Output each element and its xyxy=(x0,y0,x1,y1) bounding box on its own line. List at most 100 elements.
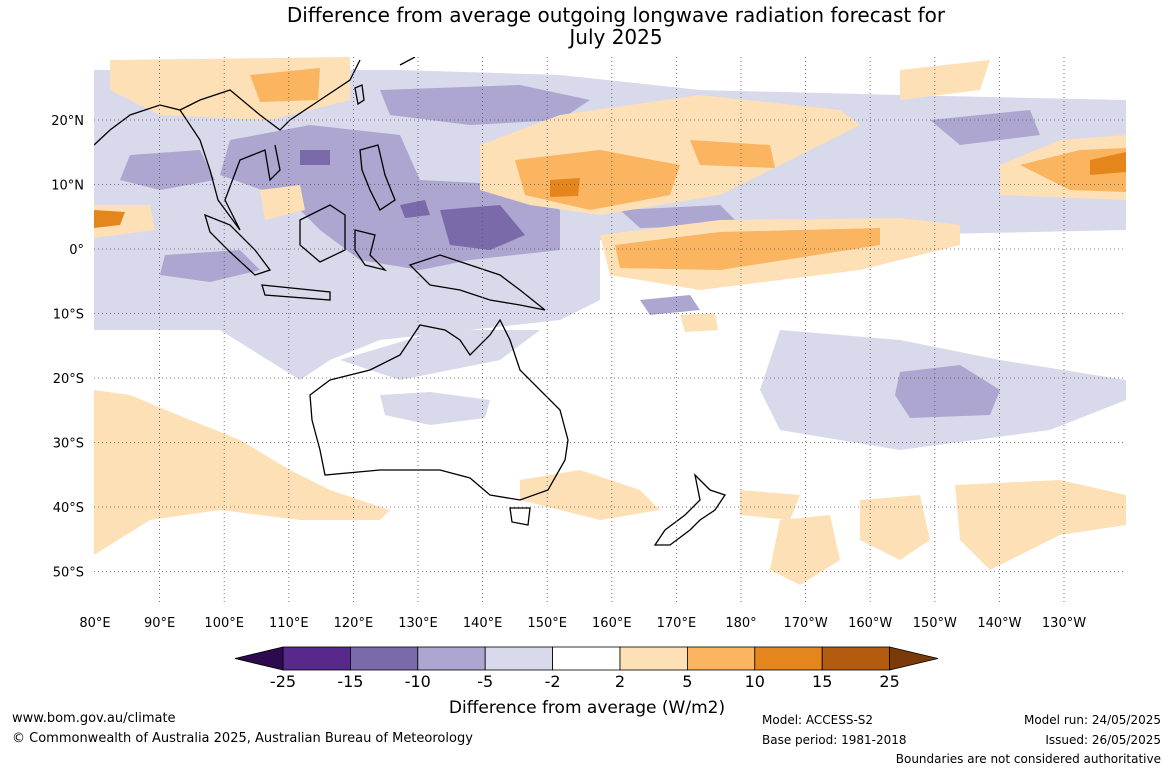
japan-coastline xyxy=(399,57,416,66)
sulawesi-coastline xyxy=(354,229,388,272)
colorbar-bin xyxy=(687,646,756,671)
lat-label: 20°N xyxy=(51,114,84,129)
lon-label: 150°W xyxy=(913,616,957,631)
lat-label: 50°S xyxy=(53,566,84,581)
anomaly-region xyxy=(94,390,390,555)
base-period: Base period: 1981-2018 xyxy=(762,733,907,747)
anomaly-region xyxy=(860,495,930,560)
anomaly-region xyxy=(640,295,700,315)
anomaly-region xyxy=(770,515,840,585)
map-title: Difference from average outgoing longwav… xyxy=(0,4,1173,48)
lon-label: 160°E xyxy=(592,616,632,631)
lon-label: 170°W xyxy=(784,616,828,631)
lat-label: 20°S xyxy=(53,372,84,387)
borneo-coastline xyxy=(299,204,346,263)
issued-date: Issued: 26/05/2025 xyxy=(1045,733,1161,747)
anomaly-region xyxy=(300,150,330,165)
anomaly-region xyxy=(615,228,880,270)
anomaly-region xyxy=(160,250,260,282)
anomaly-region xyxy=(94,210,125,228)
colorbar xyxy=(234,646,939,671)
colorbar-tick-label: 10 xyxy=(745,672,765,691)
lon-label: 100°E xyxy=(204,616,244,631)
colorbar-tick-label: 5 xyxy=(682,672,692,691)
coastlines xyxy=(94,57,727,546)
philippines-coastline xyxy=(359,144,396,211)
asia-coastline xyxy=(94,59,361,231)
lon-label: 150°E xyxy=(527,616,567,631)
colorbar-tick-label: 2 xyxy=(615,672,625,691)
anomaly-region xyxy=(380,392,490,425)
anomaly-region xyxy=(680,313,718,332)
lon-label: 140°E xyxy=(463,616,503,631)
colorbar-bin xyxy=(754,646,823,671)
lon-label: 180° xyxy=(725,616,756,631)
new-guinea-coastline xyxy=(408,254,546,311)
map-title-line1: Difference from average outgoing longwav… xyxy=(286,3,946,27)
model-name: Model: ACCESS-S2 xyxy=(762,713,874,727)
anomaly-region xyxy=(740,490,800,520)
new-zealand-coastline xyxy=(653,473,727,546)
model-run-date: Model run: 24/05/2025 xyxy=(1023,713,1161,727)
copyright-text: © Commonwealth of Australia 2025, Austra… xyxy=(12,731,473,746)
latitude-labels: 20°N 10°N 0° 10°S 20°S 30°S 40°S 50°S xyxy=(51,114,84,581)
colorbar-tick-label: -5 xyxy=(477,672,493,691)
colorbar-label: Difference from average (W/m2) xyxy=(449,698,725,718)
anomaly-region xyxy=(120,150,215,190)
anomaly-region xyxy=(690,140,775,168)
anomaly-region xyxy=(1090,152,1126,175)
colorbar-bin xyxy=(349,646,419,671)
lon-label: 140°W xyxy=(977,616,1021,631)
map-title-line2: July 2025 xyxy=(569,25,663,49)
gridlines xyxy=(94,57,1126,605)
colorbar-bin xyxy=(282,646,351,671)
anomaly-field xyxy=(94,57,1126,585)
lon-label: 130°E xyxy=(398,616,438,631)
anomaly-region xyxy=(895,365,1000,418)
australia-coastline xyxy=(309,318,569,501)
anomaly-region xyxy=(260,185,305,220)
colorbar-max-arrow xyxy=(889,646,939,671)
anomaly-region xyxy=(340,330,540,380)
colorbar-tick-label: 25 xyxy=(879,672,899,691)
lat-label: 10°S xyxy=(53,308,84,323)
colorbar-tick-label: -25 xyxy=(270,672,296,691)
colorbar-bin xyxy=(619,646,688,671)
tasmania-coastline xyxy=(509,507,531,526)
anomaly-region xyxy=(520,470,660,520)
anomaly-region xyxy=(900,60,990,100)
anomaly-region xyxy=(440,205,525,250)
lat-label: 0° xyxy=(69,243,84,258)
colorbar-bin xyxy=(417,646,486,671)
colorbar-min-arrow xyxy=(234,646,284,671)
anomaly-region xyxy=(550,178,580,197)
lon-label: 120°E xyxy=(334,616,374,631)
colorbar-tick-labels: -25 -15 -10 -5 -2 2 5 10 15 25 xyxy=(270,672,900,691)
lon-label: 170°E xyxy=(657,616,697,631)
lat-label: 10°N xyxy=(51,179,84,194)
lon-label: 110°E xyxy=(269,616,309,631)
colorbar-tick-label: 15 xyxy=(812,672,832,691)
website-link[interactable]: www.bom.gov.au/climate xyxy=(12,711,176,726)
colorbar-bin xyxy=(552,646,621,671)
taiwan-coastline xyxy=(354,84,365,106)
colorbar-tick-label: -2 xyxy=(545,672,561,691)
lon-label: 80°E xyxy=(79,616,110,631)
lon-label: 130°W xyxy=(1042,616,1086,631)
lat-label: 30°S xyxy=(53,437,84,452)
boundaries-note: Boundaries are not considered authoritat… xyxy=(895,752,1161,766)
lon-label: 90°E xyxy=(144,616,175,631)
longitude-labels: 80°E 90°E 100°E 110°E 120°E 130°E 140°E 150°E 16… xyxy=(79,616,1086,631)
anomaly-region xyxy=(955,480,1126,570)
colorbar-tick-label: -10 xyxy=(405,672,431,691)
lon-label: 160°W xyxy=(848,616,892,631)
colorbar-tick-label: -15 xyxy=(337,672,363,691)
sumatra-coastline xyxy=(203,213,272,276)
java-coastline xyxy=(261,284,331,301)
anomaly-region xyxy=(400,200,430,218)
anomaly-region xyxy=(250,68,320,102)
anomaly-region xyxy=(380,85,590,125)
colorbar-bin xyxy=(484,646,554,671)
lat-label: 40°S xyxy=(53,501,84,516)
